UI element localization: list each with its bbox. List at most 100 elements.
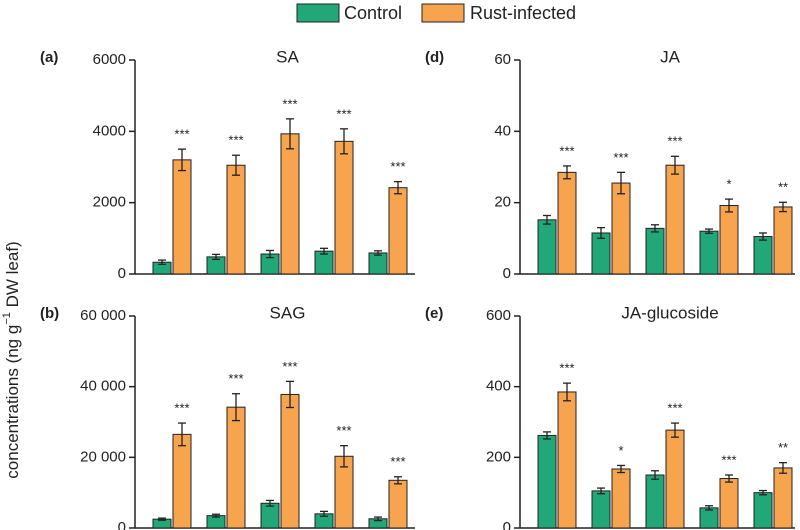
bar [591, 232, 611, 275]
bar [699, 507, 719, 529]
error-bar [725, 198, 733, 213]
bar [753, 236, 773, 275]
y-tick-label: 60 000 [80, 307, 126, 324]
error-bar [671, 422, 679, 438]
error-bar [563, 165, 571, 180]
error-bar [543, 214, 551, 225]
significance-label: *** [559, 361, 574, 376]
significance-label: *** [174, 400, 189, 415]
error-bar [178, 422, 186, 447]
bar [388, 187, 408, 275]
bar [388, 479, 408, 529]
bar [611, 468, 631, 529]
y-tick-label: 40 000 [80, 378, 126, 395]
bar [280, 393, 300, 529]
error-bar [266, 499, 274, 507]
error-bar [340, 445, 348, 468]
significance-label: * [618, 443, 623, 458]
bar [226, 406, 246, 529]
panel-title: JA-glucoside [621, 303, 718, 322]
bar [773, 206, 793, 275]
error-bar [340, 128, 348, 155]
bar [699, 230, 719, 275]
y-tick-label: 600 [486, 307, 511, 324]
significance-label: ** [778, 440, 788, 455]
legend-label: Control [344, 3, 402, 23]
error-bar [597, 487, 605, 495]
error-bar [671, 155, 679, 175]
bar [537, 434, 557, 529]
y-tick-label: 40 [494, 122, 511, 139]
bar [537, 219, 557, 275]
error-bar [158, 517, 166, 521]
significance-label: *** [336, 106, 351, 121]
bar [645, 474, 665, 529]
y-tick-label: 0 [503, 265, 511, 282]
error-bar [394, 180, 402, 195]
y-tick-label: 20 [494, 194, 511, 211]
significance-label: *** [390, 454, 405, 469]
significance-label: *** [228, 133, 243, 148]
error-bar [759, 232, 767, 241]
error-bar [178, 148, 186, 172]
significance-label: *** [667, 400, 682, 415]
error-bar [394, 476, 402, 485]
legend-label: Rust-infected [470, 3, 576, 23]
y-tick-label: 6000 [93, 51, 126, 68]
y-tick-label: 2000 [93, 194, 126, 211]
bar [280, 133, 300, 275]
panel-title: SAG [270, 303, 306, 322]
error-bar [617, 171, 625, 195]
significance-label: *** [174, 127, 189, 142]
error-bar [212, 253, 220, 261]
bar [591, 490, 611, 529]
error-bar [725, 474, 733, 483]
error-bar [374, 250, 382, 256]
error-bar [779, 201, 787, 213]
error-bar [320, 510, 328, 517]
significance-label: * [726, 177, 731, 192]
y-axis-title-sup: −1 [1, 312, 13, 325]
error-bar [374, 516, 382, 522]
bar [557, 391, 577, 529]
error-bar [705, 228, 713, 234]
y-tick-label: 0 [118, 519, 126, 530]
bar [665, 429, 685, 529]
y-axis-title-part: DW leaf) [3, 241, 22, 312]
bar [368, 252, 388, 275]
bar [226, 164, 246, 275]
significance-label: *** [282, 359, 297, 374]
significance-label: *** [721, 452, 736, 467]
error-bar [651, 470, 659, 480]
bar [172, 159, 192, 275]
error-bar [563, 382, 571, 402]
y-axis-title: concentrations (ng g−1 DW leaf) [1, 241, 23, 478]
bar [773, 467, 793, 529]
error-bar [266, 249, 274, 259]
bar [557, 171, 577, 275]
significance-label: *** [228, 371, 243, 386]
panel-title: SA [276, 47, 299, 66]
significance-label: *** [559, 143, 574, 158]
y-tick-label: 0 [503, 519, 511, 530]
significance-label: *** [282, 96, 297, 111]
panel-label: (b) [40, 305, 59, 322]
y-tick-label: 200 [486, 448, 511, 465]
error-bar [597, 226, 605, 239]
error-bar [705, 505, 713, 511]
error-bar [286, 380, 294, 409]
y-tick-label: 400 [486, 378, 511, 395]
y-tick-label: 0 [118, 265, 126, 282]
bar [665, 164, 685, 275]
legend-swatch [296, 3, 340, 23]
bar [334, 140, 354, 275]
error-bar [779, 461, 787, 474]
y-tick-label: 20 000 [80, 448, 126, 465]
error-bar [158, 259, 166, 266]
bar [719, 205, 739, 275]
bar [260, 502, 280, 529]
y-tick-label: 4000 [93, 122, 126, 139]
bar [611, 182, 631, 275]
bar [172, 433, 192, 529]
